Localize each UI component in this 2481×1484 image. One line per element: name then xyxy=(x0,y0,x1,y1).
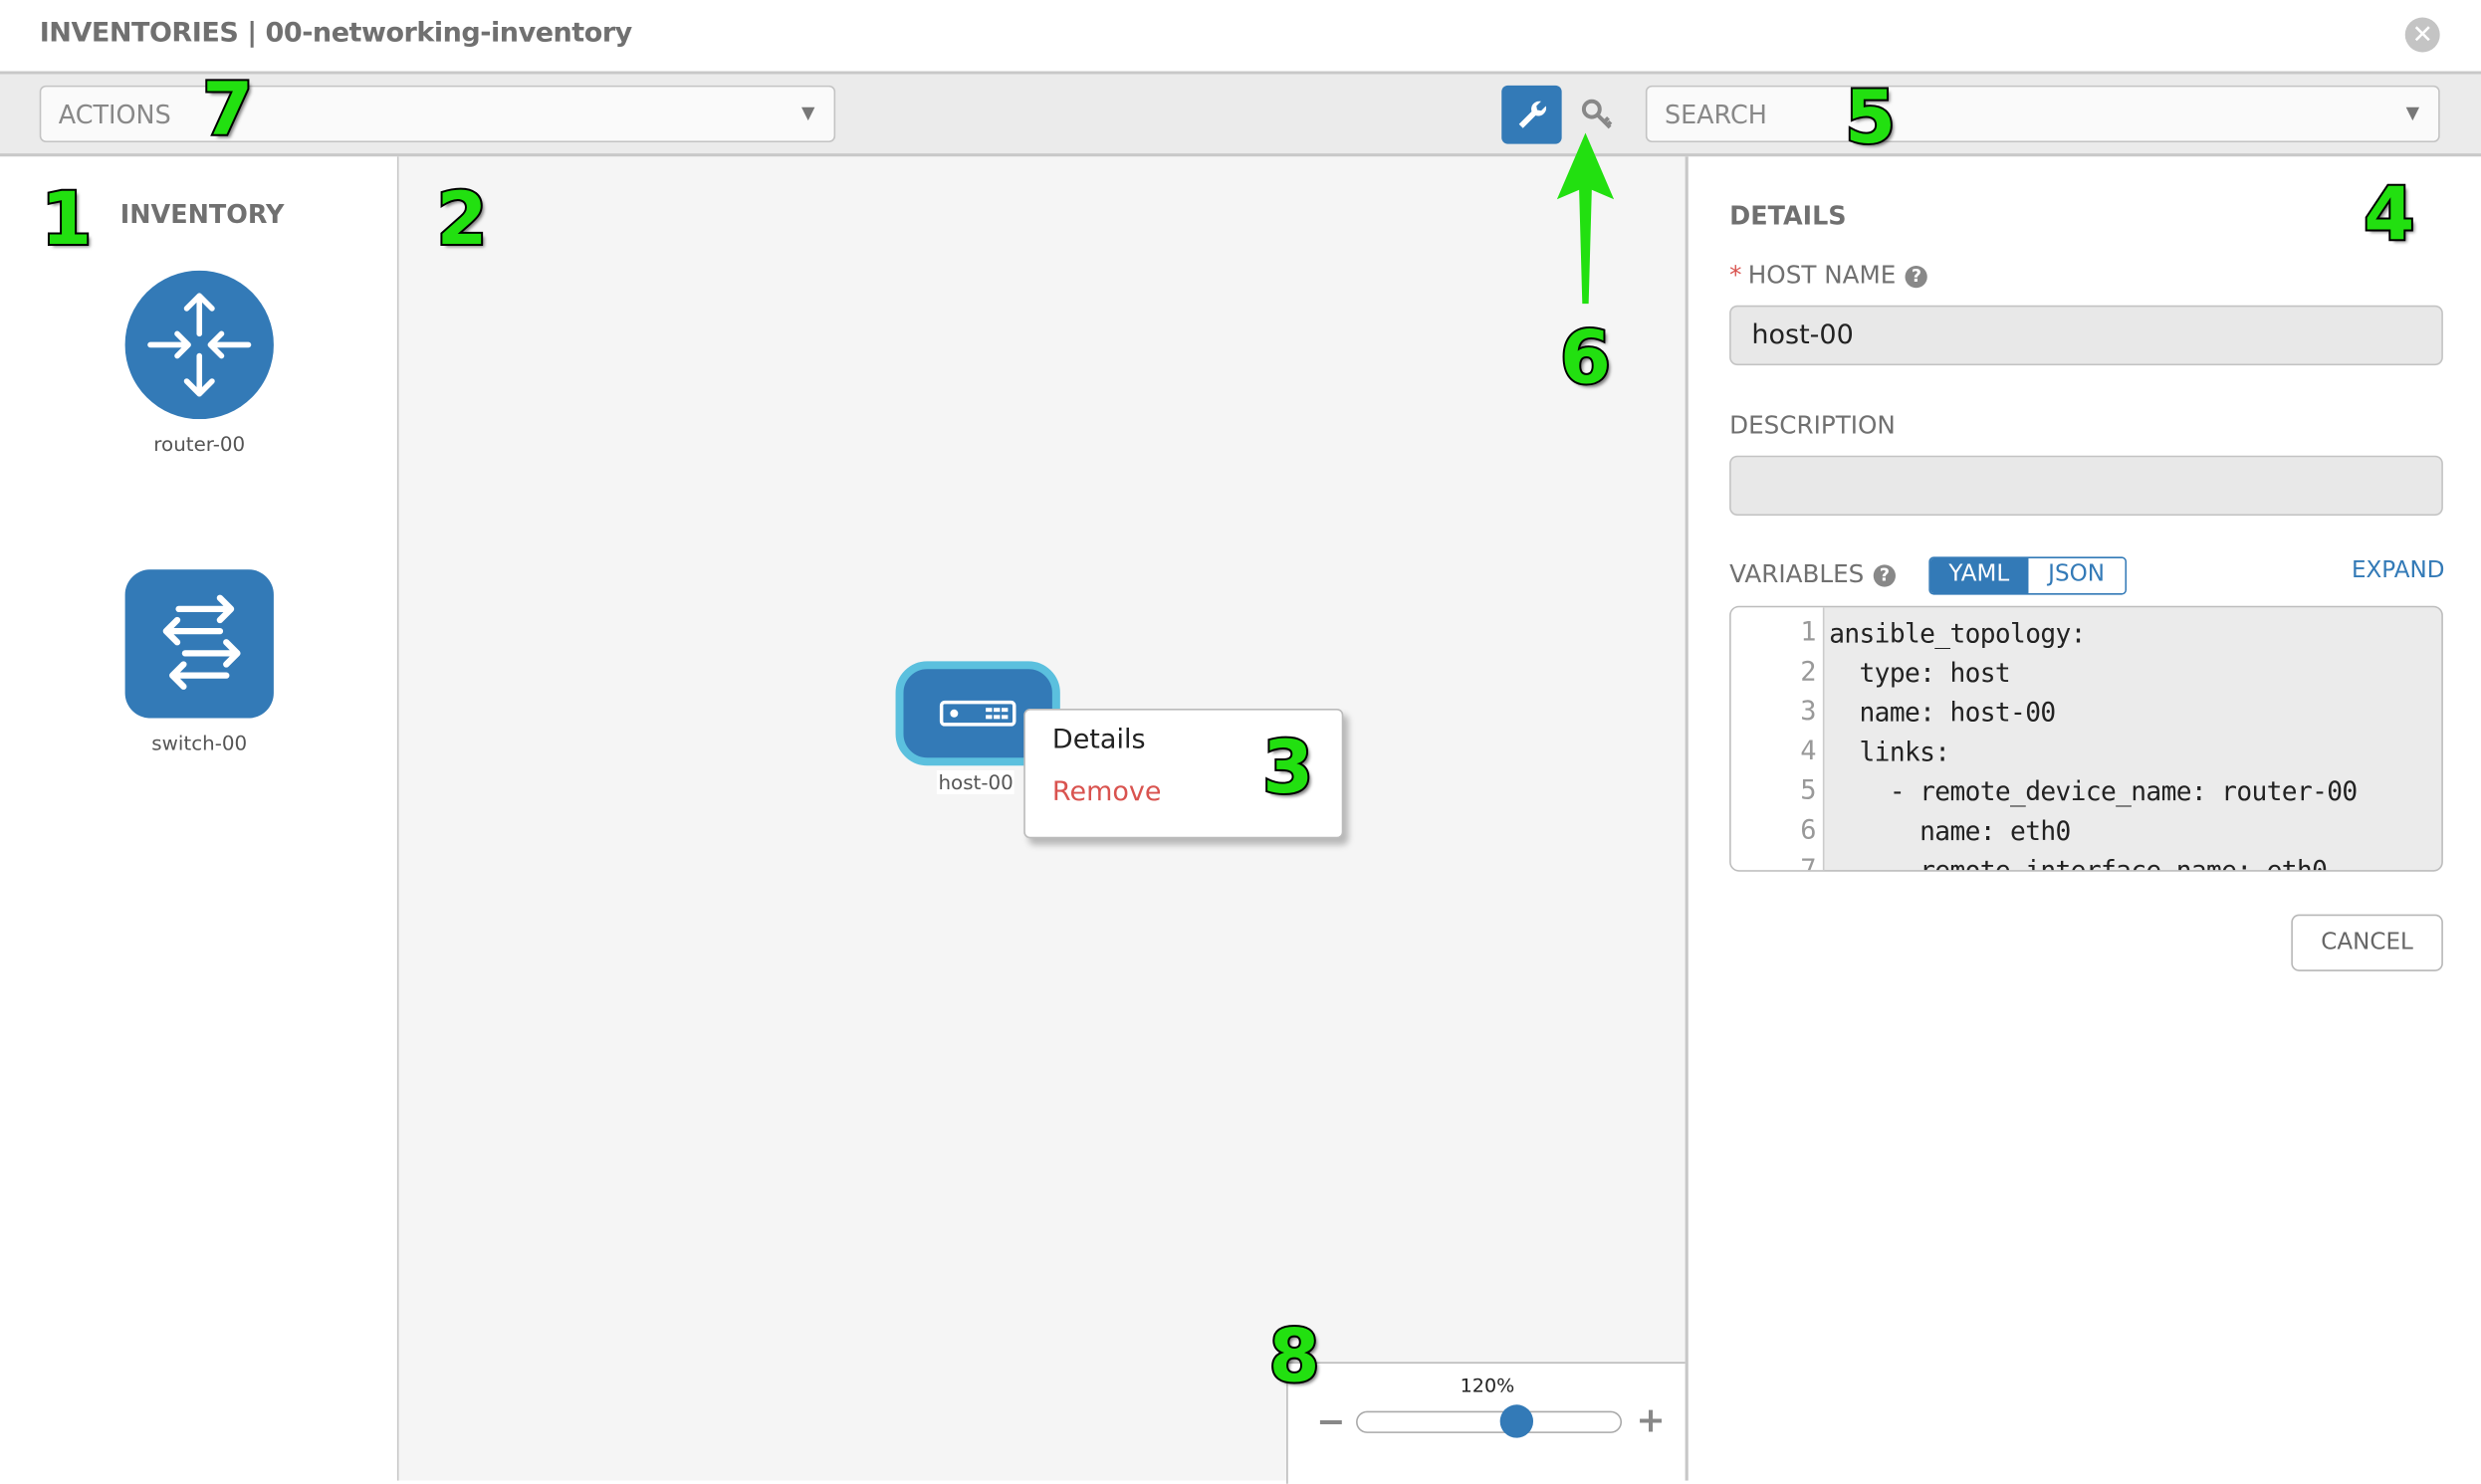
variables-editor[interactable]: 1 2 3 4 5 6 7 ansible_topology: type: host nam… xyxy=(1729,605,2443,872)
zoom-out-icon[interactable]: − xyxy=(1316,1402,1346,1443)
annotation-1: 1 xyxy=(39,175,94,262)
palette-item-label: router-00 xyxy=(153,431,246,456)
annotation-2: 2 xyxy=(435,175,490,262)
details-title: DETAILS xyxy=(1729,200,1847,232)
variables-label-text: VARIABLES xyxy=(1729,559,1865,589)
code-line: - remote_device_name: router-00 xyxy=(1829,776,2358,807)
key-icon xyxy=(1581,99,1613,129)
description-input[interactable] xyxy=(1729,455,2443,517)
annotation-8: 8 xyxy=(1267,1313,1322,1398)
wrench-icon xyxy=(1518,101,1547,128)
code-line: ansible_topology: xyxy=(1829,618,2086,649)
required-mark: * xyxy=(1729,261,1742,290)
server-icon xyxy=(939,700,1016,727)
help-icon[interactable]: ? xyxy=(1905,266,1928,289)
wrench-button[interactable] xyxy=(1501,85,1562,144)
context-menu: Details Remove xyxy=(1023,709,1344,839)
code-line: links: xyxy=(1829,737,1951,767)
host-name-input[interactable]: host-00 xyxy=(1729,305,2443,366)
host-name-value: host-00 xyxy=(1751,319,1854,351)
line-number: 5 xyxy=(1800,774,1817,807)
search-placeholder: SEARCH xyxy=(1664,100,1767,130)
router-icon xyxy=(124,270,274,420)
code-line: remote_interface_name: eth0 xyxy=(1829,855,2328,872)
context-menu-details[interactable]: Details xyxy=(1051,724,1146,756)
zoom-slider[interactable] xyxy=(1356,1404,1623,1438)
page-title: INVENTORIES | 00-networking-inventory xyxy=(39,17,633,50)
annotation-4: 4 xyxy=(2362,170,2416,257)
context-menu-remove[interactable]: Remove xyxy=(1051,776,1162,809)
zoom-slider-thumb[interactable] xyxy=(1499,1404,1533,1438)
inventory-title: INVENTORY xyxy=(119,199,285,230)
cancel-button[interactable]: CANCEL xyxy=(2291,914,2443,971)
format-toggle: YAML JSON xyxy=(1928,556,2128,595)
host-node[interactable] xyxy=(895,661,1060,766)
description-label: DESCRIPTION xyxy=(1729,411,1896,440)
key-button[interactable] xyxy=(1579,97,1617,134)
variables-label: VARIABLES? xyxy=(1729,559,1897,589)
json-toggle[interactable]: JSON xyxy=(2027,558,2126,593)
annotation-7: 7 xyxy=(200,66,255,152)
line-number-gutter: 1 2 3 4 5 6 7 xyxy=(1730,607,1825,872)
toolbar: ACTIONS ▼ SEARCH ▼ xyxy=(0,74,2481,157)
switch-icon xyxy=(124,569,274,719)
expand-link[interactable]: EXPAND xyxy=(2351,558,2445,584)
actions-dropdown[interactable]: ACTIONS ▼ xyxy=(39,85,836,143)
code-line: name: eth0 xyxy=(1829,816,2071,847)
palette-item-router[interactable]: router-00 xyxy=(124,270,274,456)
annotation-5: 5 xyxy=(1843,74,1898,160)
help-icon[interactable]: ? xyxy=(1873,564,1897,587)
zoom-control: 120% − + xyxy=(1286,1362,1688,1484)
line-number: 4 xyxy=(1800,736,1817,767)
topology-canvas[interactable]: host-00 Details Remove 120% − + xyxy=(398,156,1688,1484)
host-name-label: * HOST NAME? xyxy=(1729,261,1928,290)
details-panel: DETAILS * HOST NAME? host-00 DESCRIPTION … xyxy=(1685,156,2481,1481)
zoom-level: 120% xyxy=(1460,1375,1515,1397)
palette-item-label: switch-00 xyxy=(151,731,248,755)
inventory-palette: INVENTORY router-00 switch-00 xyxy=(0,156,399,1481)
line-number: 6 xyxy=(1800,814,1817,847)
code-line: type: host xyxy=(1829,658,2011,689)
close-icon[interactable]: ✕ xyxy=(2404,17,2440,53)
title-bar: INVENTORIES | 00-networking-inventory ✕ xyxy=(0,0,2481,75)
annotation-arrow-icon xyxy=(1556,132,1615,305)
code-line: name: host-00 xyxy=(1829,697,2057,729)
host-name-label-text: HOST NAME xyxy=(1747,261,1897,290)
line-number: 1 xyxy=(1800,616,1817,649)
palette-item-switch[interactable]: switch-00 xyxy=(124,569,274,755)
annotation-3: 3 xyxy=(1260,724,1315,810)
line-number: 2 xyxy=(1800,656,1817,689)
chevron-down-icon: ▼ xyxy=(801,103,815,123)
chevron-down-icon: ▼ xyxy=(2405,103,2420,123)
search-dropdown[interactable]: SEARCH ▼ xyxy=(1645,85,2440,143)
line-number: 7 xyxy=(1800,854,1817,872)
annotation-6: 6 xyxy=(1558,315,1613,401)
line-number: 3 xyxy=(1800,696,1817,729)
yaml-toggle[interactable]: YAML xyxy=(1929,558,2028,593)
host-node-label: host-00 xyxy=(936,769,1015,794)
zoom-in-icon[interactable]: + xyxy=(1636,1401,1666,1441)
actions-placeholder: ACTIONS xyxy=(58,100,171,130)
